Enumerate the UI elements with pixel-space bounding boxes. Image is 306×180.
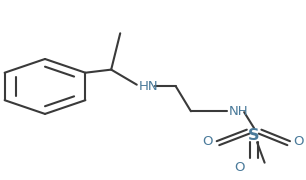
Text: O: O [293,135,304,148]
Text: NH: NH [229,105,248,118]
Text: O: O [234,161,244,174]
Text: O: O [202,135,213,148]
Text: HN: HN [138,80,158,93]
Text: S: S [248,128,260,143]
